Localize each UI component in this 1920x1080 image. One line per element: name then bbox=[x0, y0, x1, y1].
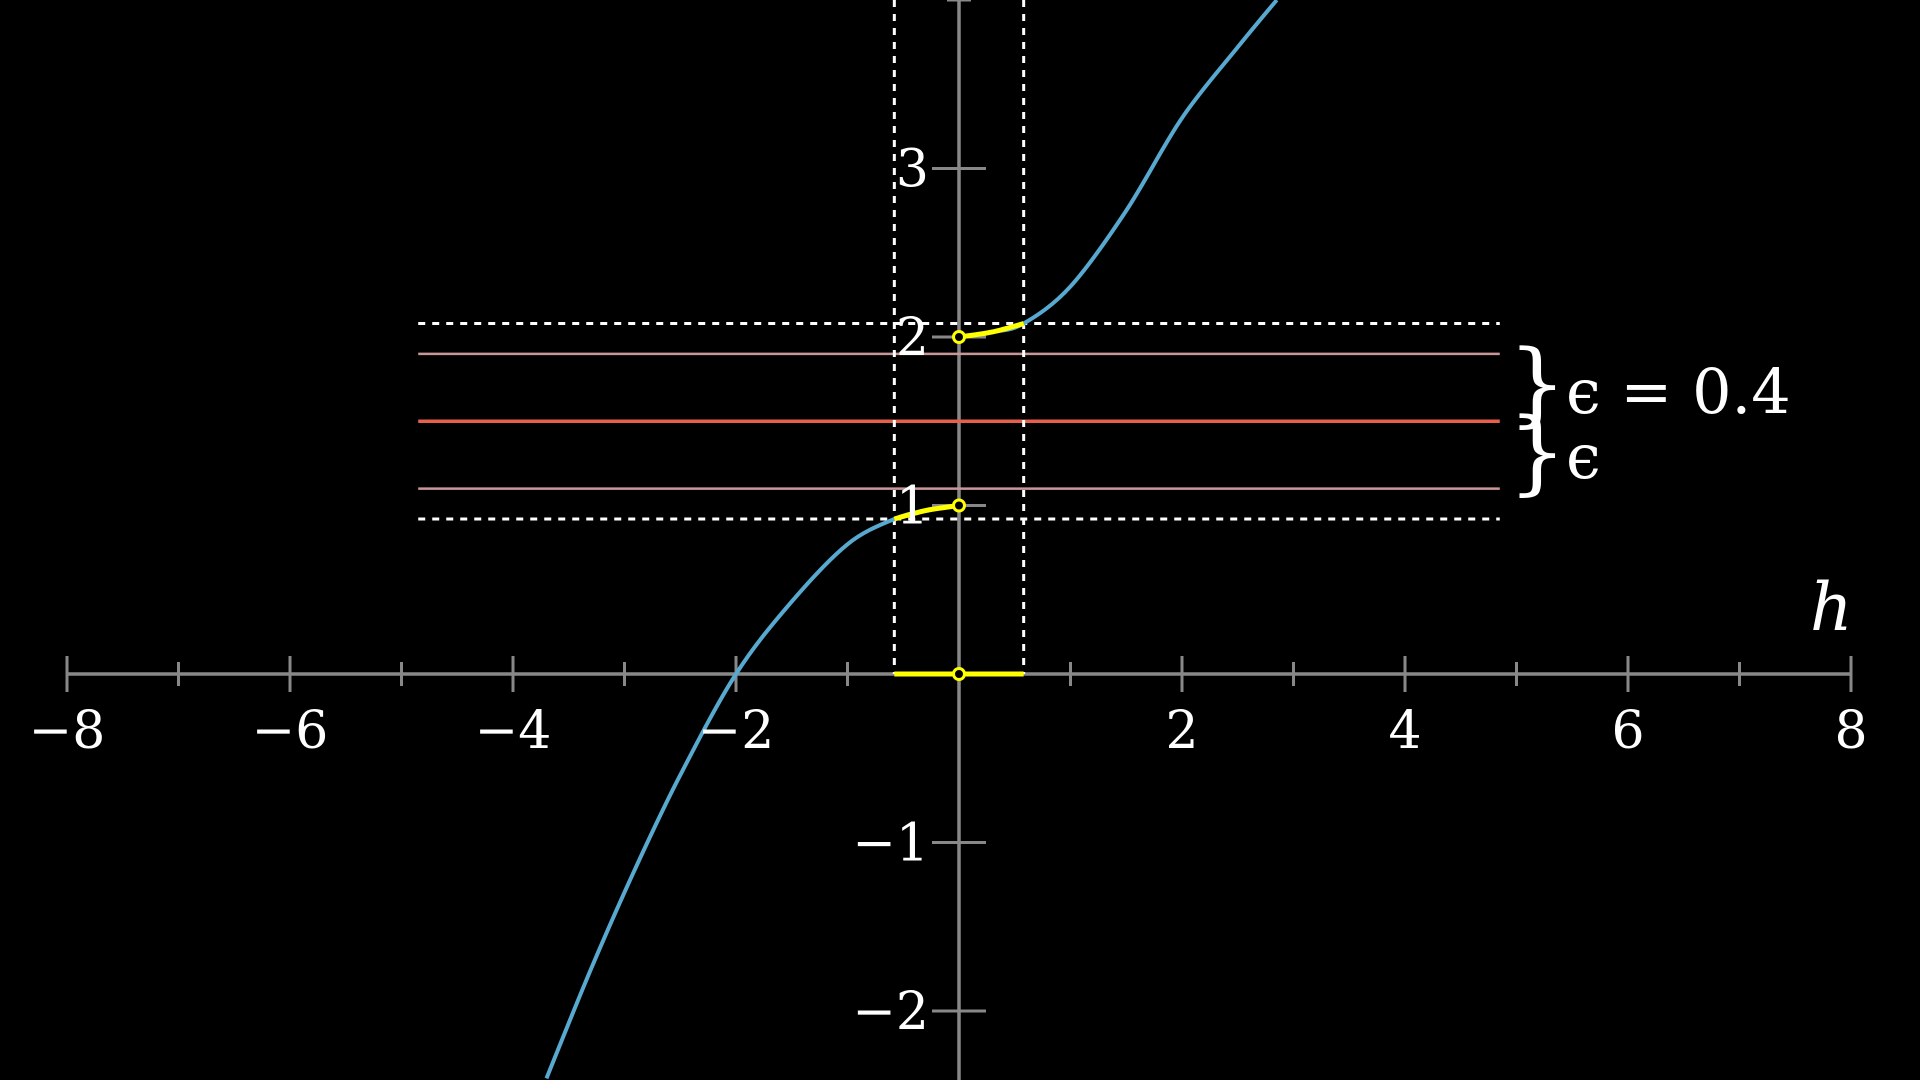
x-tick-label: −6 bbox=[252, 701, 329, 761]
highlighted-segments bbox=[893, 321, 1025, 681]
lower-brace: } bbox=[1508, 398, 1567, 505]
upper-brace: } bbox=[1508, 330, 1567, 437]
tick-labels: −8 −6 −4 −2 2 4 6 8 3 2 1 −1 −2 bbox=[29, 140, 1868, 1043]
epsilon-equals-label: ϵ = 0.4 bbox=[1566, 355, 1791, 428]
y-tick-label: 2 bbox=[896, 308, 929, 368]
epsilon-annotations: } ϵ = 0.4 } ϵ bbox=[1508, 330, 1791, 505]
dashed-guides bbox=[418, 0, 1500, 674]
y-tick-label: −1 bbox=[852, 814, 929, 874]
highlight-left-segment bbox=[893, 503, 960, 522]
x-tick-label: −8 bbox=[29, 701, 106, 761]
x-tick-label: −4 bbox=[475, 701, 552, 761]
open-point bbox=[952, 330, 966, 344]
epsilon-band-lines bbox=[418, 352, 1500, 490]
x-tick-label: −2 bbox=[698, 701, 775, 761]
y-tick-label: −2 bbox=[852, 982, 929, 1042]
open-point bbox=[952, 498, 966, 513]
open-point bbox=[952, 667, 966, 681]
y-tick-label: 1 bbox=[896, 477, 929, 537]
highlight-right-segment bbox=[958, 321, 1025, 340]
x-tick-label: 8 bbox=[1834, 701, 1867, 761]
y-tick-label: 3 bbox=[896, 140, 929, 200]
epsilon-label: ϵ bbox=[1566, 420, 1601, 493]
x-axis-variable-label: h bbox=[1810, 569, 1853, 646]
x-tick-label: 4 bbox=[1388, 701, 1421, 761]
x-tick-label: 2 bbox=[1165, 701, 1198, 761]
x-tick-label: 6 bbox=[1611, 701, 1644, 761]
